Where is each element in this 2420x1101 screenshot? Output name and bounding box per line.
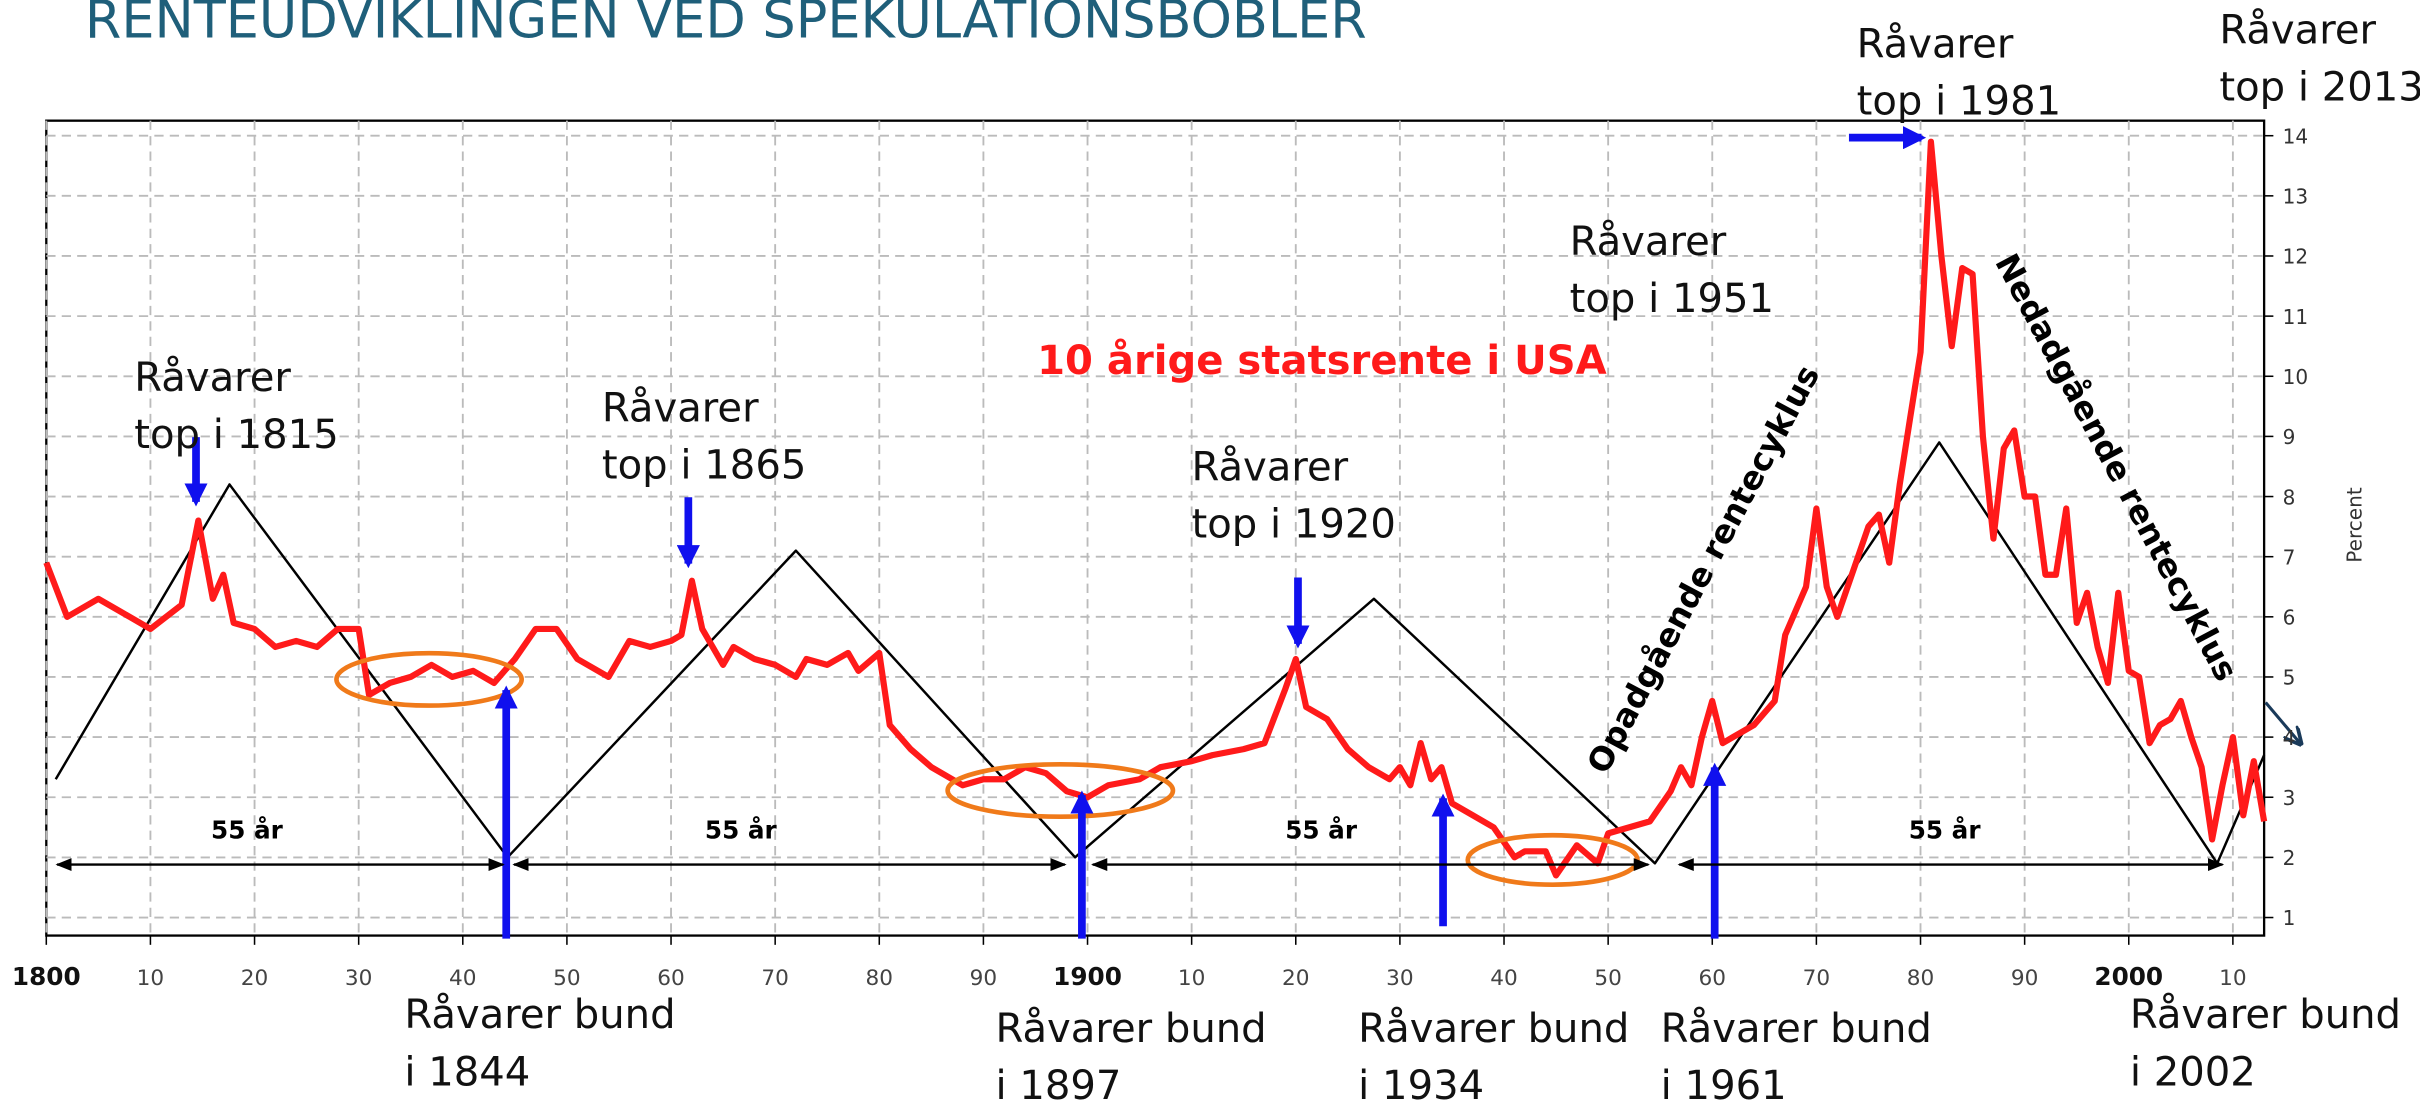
marks <box>43 138 2268 879</box>
annotation: top i 1815 <box>134 412 338 458</box>
annotation: Råvarer <box>134 355 291 401</box>
annotation: i 1897 <box>995 1063 1121 1101</box>
annotation: Råvarer bund <box>995 1006 1266 1052</box>
y-tick-label: 4 <box>2283 726 2296 750</box>
annotation: Råvarer <box>2219 8 2376 54</box>
annotation: top i 1951 <box>1570 276 1774 322</box>
x-tick-label: 10 <box>2219 966 2246 991</box>
chart-title: RENTEUDVIKLINGEN VED SPEKULATIONSBOBLER <box>85 0 1367 50</box>
x-tick-label: 30 <box>1386 966 1413 991</box>
annotation: Råvarer bund <box>404 992 675 1038</box>
annotation: Råvarer bund <box>1358 1006 1629 1052</box>
ellipse <box>334 650 524 708</box>
x-tick-label: 80 <box>1907 966 1934 991</box>
cycle-label: 55 år <box>211 815 284 844</box>
x-tick-label: 40 <box>1490 966 1517 991</box>
series-line <box>54 441 2266 865</box>
cycle-label: 55 år <box>705 815 778 844</box>
annotation: Råvarer <box>1570 219 1727 265</box>
subtitle: 10 årige statsrente i USA <box>1037 337 1607 384</box>
y-tick-label: 7 <box>2283 545 2296 569</box>
y-tick-label: 13 <box>2283 185 2309 209</box>
y-tick-label: 5 <box>2283 666 2296 690</box>
x-tick-label: 1800 <box>12 962 81 991</box>
y-tick-label: 12 <box>2283 245 2309 269</box>
series-line <box>43 138 2268 879</box>
annotations: 1800 10 20 30 40 50 60 70 80 90 1900 10 20 30 40 50 60 70… <box>12 8 2420 1101</box>
cycle-label: 55 år <box>1909 815 1982 844</box>
x-tick-label: 10 <box>1178 966 1205 991</box>
x-tick-label: 30 <box>345 966 372 991</box>
x-tick-label: 50 <box>1594 966 1621 991</box>
x-tick-label: 70 <box>1803 966 1830 991</box>
y-tick-label: 3 <box>2283 786 2296 810</box>
y-tick-label: 1 <box>2283 906 2296 930</box>
annotation: top i 2013 <box>2219 65 2420 111</box>
y-tick-label: 2 <box>2283 846 2296 870</box>
annotation: top i 1865 <box>602 443 806 489</box>
x-tick-label: 10 <box>137 966 164 991</box>
annotation: i 1844 <box>404 1049 530 1095</box>
cycle-up-label: Opadgående rentecyklus <box>1580 359 1828 780</box>
grid <box>45 120 2274 945</box>
y-tick-label: 10 <box>2283 365 2309 389</box>
x-tick-label: 70 <box>761 966 788 991</box>
ellipse <box>945 761 1176 820</box>
annotation: top i 1981 <box>1857 78 2061 124</box>
annotation: top i 1920 <box>1191 501 1395 547</box>
annotation: i 1934 <box>1358 1063 1484 1101</box>
annotation: Råvarer bund <box>1661 1006 1932 1052</box>
y-tick-label: 6 <box>2283 606 2296 630</box>
annotation: Råvarer <box>1857 21 2014 67</box>
x-tick-label: 40 <box>449 966 476 991</box>
x-tick-label: 60 <box>1699 966 1726 991</box>
cycle-label: 55 år <box>1285 815 1358 844</box>
x-tick-label: 20 <box>241 966 268 991</box>
y-tick-label: 11 <box>2283 305 2309 329</box>
annotation: Råvarer <box>1191 444 1348 490</box>
x-tick-label: 80 <box>866 966 893 991</box>
x-tick-label: 2000 <box>2094 962 2163 991</box>
annotation: Råvarer <box>602 386 759 432</box>
annotation: Råvarer bund <box>2130 992 2401 1038</box>
x-tick-label: 90 <box>2011 966 2038 991</box>
y-tick-label: 8 <box>2283 485 2296 509</box>
x-tick-label: 50 <box>553 966 580 991</box>
plot-frame <box>45 119 2266 937</box>
annotation: i 1961 <box>1661 1063 1787 1101</box>
x-tick-label: 60 <box>657 966 684 991</box>
y-axis-label: Percent <box>2342 487 2366 563</box>
y-tick-label: 14 <box>2283 124 2309 148</box>
y-tick-label: 9 <box>2283 425 2296 449</box>
x-tick-label: 90 <box>970 966 997 991</box>
x-tick-label: 1900 <box>1053 962 1122 991</box>
annotation: i 2002 <box>2130 1049 2256 1095</box>
arrow <box>2264 701 2300 743</box>
x-tick-label: 20 <box>1282 966 1309 991</box>
